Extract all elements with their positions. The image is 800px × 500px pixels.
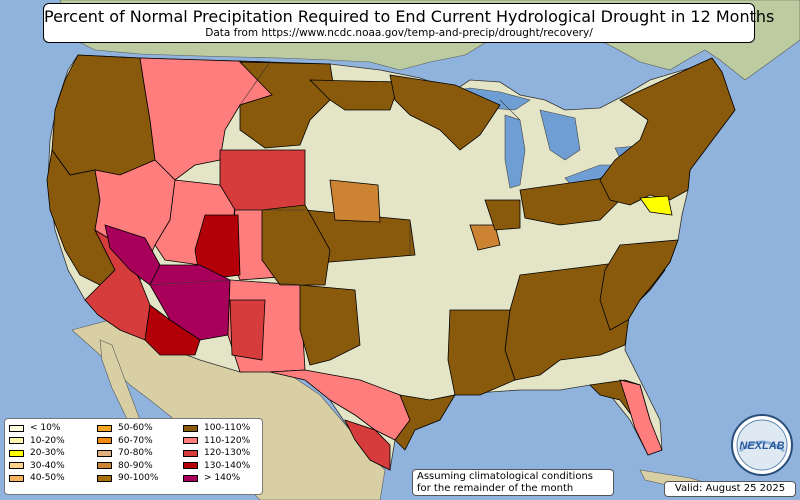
legend-swatch	[183, 449, 198, 457]
legend-swatch	[97, 462, 112, 470]
legend-column-3: 100-110% 110-120% 120-130% 130-140% > 14…	[183, 422, 250, 485]
region-illinois	[484, 199, 521, 231]
legend-swatch	[183, 462, 198, 470]
legend-label: 60-70%	[118, 435, 153, 446]
legend-label: 110-120%	[204, 435, 251, 446]
region-south-texas	[344, 419, 391, 471]
region-maryland	[639, 195, 673, 216]
legend-item: 60-70%	[97, 435, 158, 448]
lake-huron	[539, 109, 581, 161]
legend-item: 30-40%	[9, 460, 65, 473]
legend-label: < 10%	[30, 423, 61, 434]
legend-label: 10-20%	[30, 435, 65, 446]
legend-label: 70-80%	[118, 448, 153, 459]
legend-item: > 140%	[183, 472, 250, 485]
map-subtitle: Data from https://www.ncdc.noaa.gov/temp…	[205, 27, 593, 39]
legend-label: 40-50%	[30, 473, 65, 484]
legend-item: 90-100%	[97, 472, 158, 485]
legend-item: 100-110%	[183, 422, 250, 435]
legend-label: 20-30%	[30, 448, 65, 459]
legend-swatch	[9, 462, 24, 470]
legend-item: < 10%	[9, 422, 65, 435]
legend-swatch	[97, 437, 112, 445]
region-florida-pink	[619, 379, 663, 456]
region-carolinas	[599, 239, 679, 331]
legend-item: 70-80%	[97, 447, 158, 460]
legend-column-1: < 10% 10-20% 20-30% 30-40% 40-50%	[9, 422, 65, 485]
legend-label: 100-110%	[204, 423, 251, 434]
legend-swatch	[9, 474, 24, 482]
legend-swatch	[97, 474, 112, 482]
region-nebraska-patch	[329, 179, 381, 223]
region-dakotas	[309, 79, 401, 111]
region-eastern-montana	[239, 61, 336, 149]
region-eastern-colorado	[261, 204, 331, 286]
note-line-1: Assuming climatological conditions	[417, 471, 593, 482]
legend-swatch	[183, 474, 198, 482]
legend-label: 130-140%	[204, 460, 251, 471]
legend-label: 80-90%	[118, 460, 153, 471]
region-missouri	[469, 224, 501, 251]
region-wyoming	[219, 149, 306, 211]
legend-item: 130-140%	[183, 460, 250, 473]
legend-label: 120-130%	[204, 448, 251, 459]
assumption-note: Assuming climatological conditions for t…	[412, 469, 614, 496]
legend-swatch	[183, 437, 198, 445]
border-lines	[149, 61, 521, 286]
region-upper-midwest	[389, 74, 501, 151]
legend-item: 110-120%	[183, 435, 250, 448]
legend-label: > 140%	[204, 473, 241, 484]
legend-swatch	[97, 449, 112, 457]
map-title: Percent of Normal Precipitation Required…	[44, 7, 775, 26]
legend-item: 20-30%	[9, 447, 65, 460]
region-arizona-south	[144, 304, 201, 356]
note-line-2: for the remainder of the month	[417, 482, 574, 494]
logo-text: NEXLAB	[739, 440, 784, 452]
legend-swatch	[183, 424, 198, 432]
region-lower-mississippi	[447, 309, 516, 396]
region-northeast	[599, 57, 736, 206]
legend-item: 50-60%	[97, 422, 158, 435]
region-southern-plains	[299, 284, 361, 366]
legend-item: 10-20%	[9, 435, 65, 448]
region-gulf-coast	[394, 394, 456, 451]
legend-swatch	[9, 424, 24, 432]
legend-item: 120-130%	[183, 447, 250, 460]
legend-swatch	[97, 424, 112, 432]
region-nm-southeast	[229, 299, 266, 361]
legend: < 10% 10-20% 20-30% 30-40% 40-50% 50-60%…	[4, 418, 263, 495]
valid-date: Valid: August 25 2025	[664, 481, 796, 497]
legend-label: 90-100%	[118, 473, 159, 484]
title-box: Percent of Normal Precipitation Required…	[43, 3, 775, 43]
legend-item: 80-90%	[97, 460, 158, 473]
legend-column-2: 50-60% 60-70% 70-80% 80-90% 90-100%	[97, 422, 158, 485]
legend-item: 40-50%	[9, 472, 65, 485]
legend-swatch	[9, 437, 24, 445]
legend-swatch	[9, 449, 24, 457]
nexlab-logo-icon: NEXLAB	[731, 414, 793, 476]
legend-label: 50-60%	[118, 423, 153, 434]
legend-label: 30-40%	[30, 460, 65, 471]
